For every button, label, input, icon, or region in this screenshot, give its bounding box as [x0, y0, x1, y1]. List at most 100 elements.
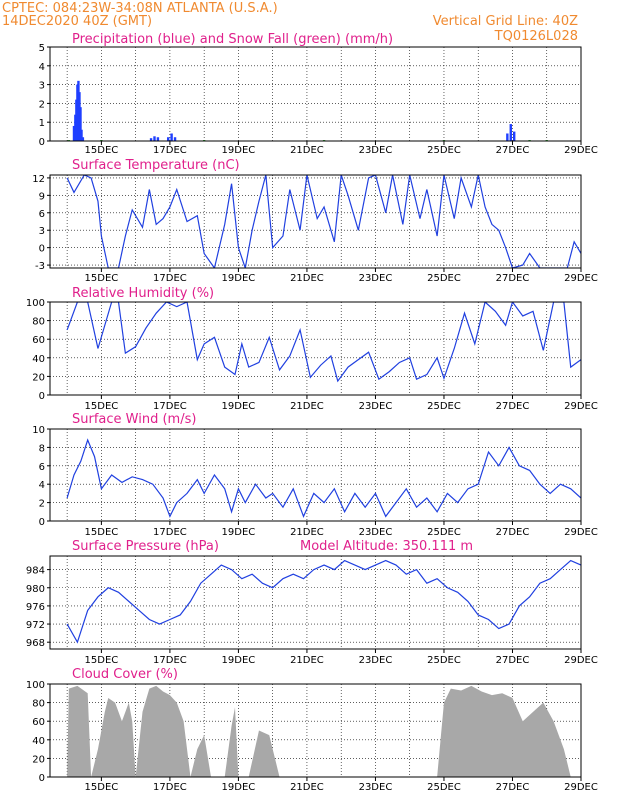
x-tick-label: 23DEC — [359, 145, 393, 156]
x-tick-label: 19DEC — [222, 655, 256, 666]
x-tick-label: 17DEC — [153, 145, 187, 156]
panel-frame — [49, 301, 582, 396]
x-tick-label: 29DEC — [564, 145, 598, 156]
x-tick-label: 27DEC — [496, 527, 530, 538]
panel-5: 0 20 40 60 80 100 15DEC 17DEC 19DEC 21DEC 23DEC 25D… — [26, 667, 598, 793]
y-tick-label: 968 — [26, 638, 45, 649]
y-tick-label: 0 — [39, 773, 45, 784]
y-tick-label: 20 — [32, 372, 45, 383]
y-tick-label: 9 — [39, 191, 45, 202]
y-tick-label: 100 — [26, 680, 45, 691]
x-tick-label: 27DEC — [496, 273, 530, 284]
y-tick-label: 3 — [39, 226, 45, 237]
series-line — [66, 559, 581, 644]
panel-frame — [49, 683, 582, 778]
precip-bar — [509, 124, 512, 141]
x-tick-label: 15DEC — [85, 655, 119, 666]
x-tick-label: 23DEC — [359, 782, 393, 793]
precip-bar — [149, 138, 153, 141]
precip-bar — [153, 136, 156, 141]
y-tick-label: 4 — [39, 480, 45, 491]
y-tick-label: -3 — [35, 261, 45, 272]
y-tick-label: 976 — [26, 602, 45, 613]
precip-bar — [173, 137, 177, 141]
y-tick-label: 20 — [32, 754, 45, 765]
x-tick-label: 19DEC — [222, 782, 256, 793]
x-tick-label: 25DEC — [427, 782, 461, 793]
x-tick-label: 15DEC — [85, 273, 119, 284]
x-tick-label: 21DEC — [290, 401, 324, 412]
x-tick-label: 23DEC — [359, 527, 393, 538]
x-tick-label: 25DEC — [427, 527, 461, 538]
x-tick-label: 23DEC — [359, 655, 393, 666]
x-tick-label: 19DEC — [222, 401, 256, 412]
precip-bar — [80, 129, 83, 141]
x-tick-label: 15DEC — [85, 527, 119, 538]
x-tick-label: 17DEC — [153, 655, 187, 666]
y-tick-label: 40 — [32, 354, 45, 365]
panel-0: 0 1 2 3 4 5 15DEC 17DEC 19DEC 21DEC 23DEC 25DEC 27DE… — [39, 32, 598, 156]
data-layer — [66, 175, 581, 268]
series-line — [66, 302, 581, 383]
panel-4: 968 972 976 980 984 15DEC 17DEC 19DEC 21DEC 23DEC… — [26, 539, 598, 666]
x-tick-label: 29DEC — [564, 782, 598, 793]
x-tick-label: 21DEC — [290, 527, 324, 538]
x-tick-label: 25DEC — [427, 401, 461, 412]
y-tick-label: 0 — [39, 517, 45, 528]
y-tick-label: 8 — [39, 443, 45, 454]
x-tick-label: 27DEC — [496, 655, 530, 666]
x-tick-label: 21DEC — [290, 782, 324, 793]
precip-bar — [506, 133, 509, 141]
panel-1: -3 0 3 6 9 12 15DEC 17DEC 19DEC 21DEC 23DEC 25DEC 27… — [32, 158, 598, 284]
precip-bar — [72, 125, 76, 141]
x-tick-label: 29DEC — [564, 273, 598, 284]
panel-frame — [49, 46, 582, 142]
x-tick-label: 15DEC — [85, 401, 119, 412]
y-tick-label: 5 — [39, 43, 45, 54]
y-tick-label: 3 — [39, 81, 45, 92]
run-header: 14DEC2020 40Z (GMT) — [2, 14, 152, 29]
panel-3: 0 2 4 6 8 10 15DEC 17DEC 19DEC 21DEC 23DEC 25DEC 27D… — [32, 412, 598, 538]
x-tick-label: 27DEC — [496, 782, 530, 793]
panel-frame — [49, 555, 582, 650]
x-tick-label: 25DEC — [427, 655, 461, 666]
precip-bar — [170, 133, 173, 141]
x-tick-label: 21DEC — [290, 655, 324, 666]
y-tick-label: 80 — [32, 699, 45, 710]
y-tick-label: 100 — [26, 298, 45, 309]
y-tick-label: 972 — [26, 620, 45, 631]
precip-bar — [81, 137, 85, 141]
y-tick-label: 12 — [32, 174, 45, 185]
y-tick-label: 60 — [32, 717, 45, 728]
precip-bar — [156, 137, 160, 141]
data-layer — [66, 302, 581, 383]
x-tick-label: 27DEC — [496, 145, 530, 156]
x-tick-label: 25DEC — [427, 273, 461, 284]
data-layer — [66, 438, 581, 518]
x-tick-label: 23DEC — [359, 273, 393, 284]
panel-frame — [49, 174, 582, 269]
x-tick-label: 23DEC — [359, 401, 393, 412]
x-tick-label: 17DEC — [153, 273, 187, 284]
x-tick-label: 29DEC — [564, 401, 598, 412]
precip-bar — [166, 137, 170, 141]
y-tick-label: 984 — [26, 566, 45, 577]
cloud-area — [67, 685, 581, 777]
y-tick-label: 80 — [32, 317, 45, 328]
x-tick-label: 15DEC — [85, 145, 119, 156]
data-layer — [67, 685, 581, 777]
grid-note: Vertical Grid Line: 40Z — [433, 14, 578, 29]
y-tick-label: 6 — [39, 462, 45, 473]
y-tick-label: 0 — [39, 391, 45, 402]
x-tick-label: 21DEC — [290, 273, 324, 284]
model-altitude: Model Altitude: 350.111 m — [300, 539, 473, 554]
panel-title: Cloud Cover (%) — [72, 667, 178, 682]
x-tick-label: 15DEC — [85, 782, 119, 793]
data-layer — [66, 559, 581, 644]
station-header: CPTEC: 084:23W-34:08N ATLANTA (U.S.A.) — [2, 1, 278, 16]
panel-frame — [49, 428, 582, 522]
x-tick-label: 27DEC — [496, 401, 530, 412]
x-tick-label: 19DEC — [222, 273, 256, 284]
panel-title: Surface Temperature (nC) — [72, 158, 240, 173]
